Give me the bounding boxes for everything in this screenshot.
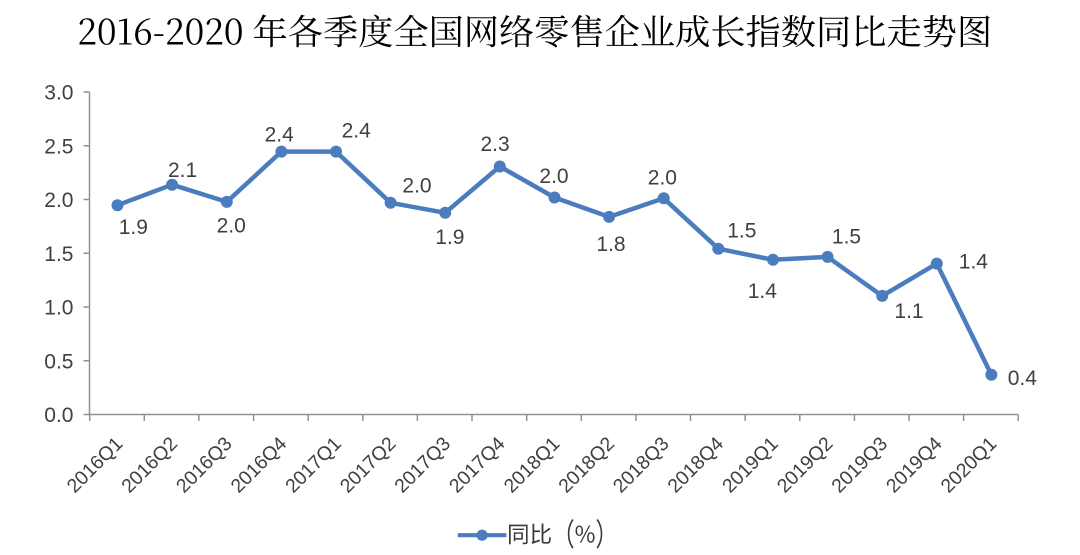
svg-text:2.0: 2.0 — [539, 165, 568, 188]
svg-text:1.8: 1.8 — [596, 233, 625, 256]
svg-text:3.0: 3.0 — [44, 82, 73, 105]
svg-text:1.5: 1.5 — [832, 225, 861, 248]
svg-text:2.4: 2.4 — [342, 119, 372, 142]
svg-text:1.9: 1.9 — [435, 226, 464, 249]
svg-text:1.1: 1.1 — [894, 300, 923, 323]
svg-text:1.5: 1.5 — [44, 243, 73, 266]
svg-text:1.4: 1.4 — [959, 250, 989, 273]
svg-text:1.9: 1.9 — [119, 216, 148, 239]
svg-text:2.3: 2.3 — [480, 133, 509, 156]
svg-text:0.5: 0.5 — [44, 350, 73, 373]
svg-text:1.4: 1.4 — [748, 280, 778, 303]
svg-text:1.0: 1.0 — [44, 297, 73, 320]
svg-text:2.0: 2.0 — [402, 175, 431, 198]
svg-text:0.0: 0.0 — [44, 404, 73, 427]
svg-text:1.5: 1.5 — [727, 219, 756, 242]
svg-text:2.0: 2.0 — [648, 167, 677, 190]
svg-text:0.4: 0.4 — [1008, 367, 1038, 390]
svg-text:2.5: 2.5 — [44, 135, 73, 158]
svg-text:2.0: 2.0 — [217, 215, 246, 238]
svg-text:2.0: 2.0 — [44, 189, 73, 212]
svg-text:2.1: 2.1 — [168, 159, 197, 182]
svg-text:2.4: 2.4 — [265, 124, 295, 147]
